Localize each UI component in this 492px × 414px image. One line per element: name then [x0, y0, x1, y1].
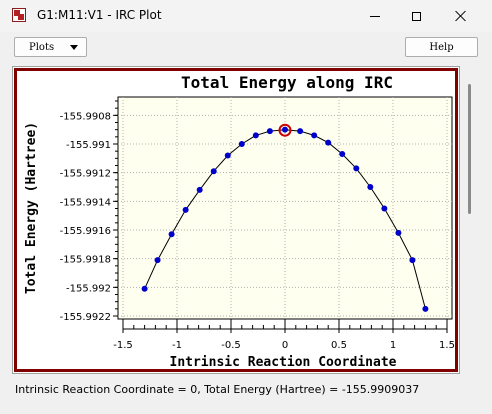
data-point [154, 257, 161, 264]
data-point [367, 184, 374, 190]
scrollbar-thumb[interactable] [468, 84, 471, 214]
data-points [141, 123, 429, 312]
chevron-down-icon [70, 45, 78, 50]
data-point [196, 186, 203, 193]
window-title: G1:M11:V1 - IRC Plot [37, 8, 162, 22]
data-point [224, 152, 231, 159]
x-tick-label: 1.5 [439, 340, 455, 351]
y-tick-label: -155.9912 [60, 169, 111, 180]
x-axis-label: Intrinsic Reaction Coordinate [170, 355, 397, 370]
chart-title: Total Energy along IRC [181, 73, 393, 92]
data-point [238, 141, 245, 147]
minimize-button[interactable] [352, 0, 398, 32]
y-tick-label: -155.9916 [60, 226, 111, 237]
y-axis-label: Total Energy (Hartree) [24, 122, 39, 294]
vertical-scrollbar[interactable] [462, 66, 476, 374]
minimize-icon [370, 15, 380, 17]
y-tick-label: -155.991 [66, 140, 111, 151]
x-tick-label: 1 [390, 340, 396, 351]
data-point [409, 257, 416, 264]
data-point [325, 139, 332, 146]
y-tick-label: -155.9918 [60, 255, 111, 266]
x-tick-label: -1 [172, 340, 182, 351]
status-bar: Intrinsic Reaction Coordinate = 0, Total… [15, 383, 420, 396]
maximize-icon [411, 11, 421, 21]
data-point [266, 128, 273, 135]
help-button-label: Help [429, 41, 454, 53]
data-point [182, 206, 189, 213]
data-point [339, 151, 346, 158]
grid-lines [118, 97, 452, 319]
data-point [168, 231, 175, 238]
help-button[interactable]: Help [405, 37, 478, 57]
plots-dropdown[interactable]: Plots [14, 37, 87, 57]
data-point [282, 126, 288, 133]
data-point [141, 285, 148, 292]
y-tick-label: -155.9914 [60, 197, 111, 208]
y-tick-label: -155.992 [66, 283, 111, 294]
data-point [252, 132, 259, 139]
data-point [353, 165, 360, 172]
title-bar: G1:M11:V1 - IRC Plot [0, 0, 492, 32]
x-tick-label: 0.5 [331, 340, 347, 351]
x-tick-label: 0 [282, 340, 288, 351]
data-point [381, 205, 388, 212]
data-point [422, 305, 429, 312]
x-tick-label: -0.5 [221, 340, 241, 351]
y-axis: -155.9908 -155.991 -155.9912 -155.9914 -155.… [60, 100, 118, 323]
data-point [297, 128, 304, 135]
data-point [395, 229, 402, 236]
app-icon [12, 8, 26, 22]
selected-point-marker [278, 123, 292, 137]
y-tick-label: -155.9922 [60, 312, 111, 323]
maximize-button[interactable] [393, 0, 439, 32]
y-tick-label: -155.9908 [60, 111, 111, 122]
x-tick-label: -1.5 [113, 340, 133, 351]
data-point [311, 132, 318, 139]
plots-dropdown-label: Plots [29, 41, 55, 53]
data-point [210, 168, 217, 175]
x-axis: -1.5 -1 -0.5 0 0.5 1 1.5 [113, 319, 455, 351]
